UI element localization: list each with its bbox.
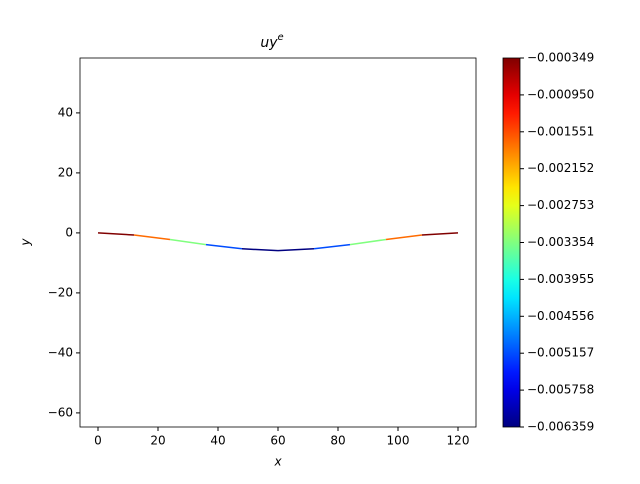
colorbar-tick-label: −0.002753 <box>527 198 594 212</box>
y-tick-label: −40 <box>48 345 73 359</box>
colorbar-tick-label: −0.006359 <box>527 420 594 434</box>
element-segment <box>421 232 459 236</box>
element-segment <box>277 248 315 252</box>
title-sup: e <box>278 32 284 43</box>
colorbar-tick-label: −0.003955 <box>527 272 594 286</box>
element-segment <box>385 234 423 241</box>
x-tick-label: 120 <box>447 434 470 448</box>
element-segment <box>205 243 243 250</box>
element-segment <box>241 248 279 252</box>
colorbar-tick-label: −0.002152 <box>527 161 594 175</box>
y-tick-label: −20 <box>48 285 73 299</box>
x-tick-label: 80 <box>330 434 345 448</box>
plot-frame <box>79 57 477 428</box>
x-tick-label: 100 <box>387 434 410 448</box>
y-tick-label: 0 <box>65 225 73 239</box>
element-segment <box>313 243 351 250</box>
element-segment <box>349 238 387 246</box>
x-tick-label: 20 <box>150 434 165 448</box>
x-axis-label: x <box>273 455 282 469</box>
y-tick-label: 20 <box>58 165 73 179</box>
colorbar <box>503 58 520 427</box>
title-base: uy <box>260 35 278 51</box>
element-segment <box>97 232 135 236</box>
colorbar-tick-label: −0.003354 <box>527 235 594 249</box>
x-tick-label: 60 <box>270 434 285 448</box>
colorbar-tick-label: −0.000349 <box>527 51 594 65</box>
element-segment <box>169 238 207 246</box>
chart-title: uye <box>260 32 283 51</box>
colorbar-tick-label: −0.005157 <box>527 346 594 360</box>
colorbar-tick-label: −0.001551 <box>527 124 594 138</box>
x-tick-label: 40 <box>210 434 225 448</box>
y-tick-label: −60 <box>48 405 73 419</box>
colorbar-tick-label: −0.005758 <box>527 383 594 397</box>
y-tick-label: 40 <box>58 105 73 119</box>
element-segment <box>133 234 171 241</box>
colorbar-tick-label: −0.004556 <box>527 309 594 323</box>
colorbar-tick-label: −0.000950 <box>527 87 594 101</box>
y-axis-label: y <box>19 238 33 247</box>
x-tick-label: 0 <box>94 434 102 448</box>
